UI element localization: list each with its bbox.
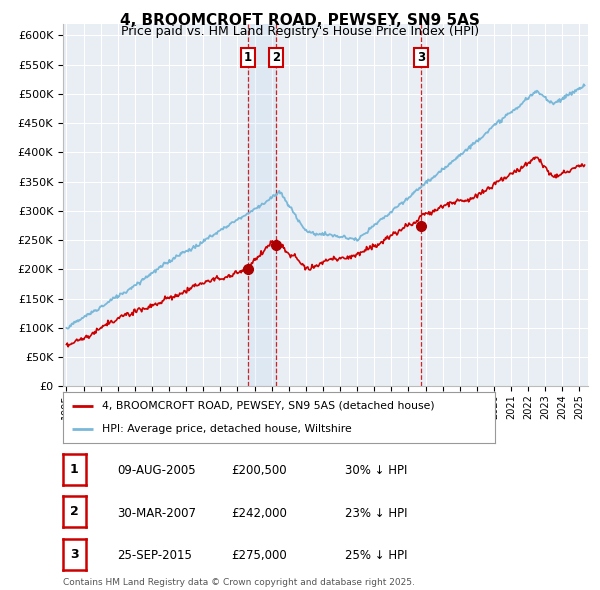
Text: 30-MAR-2007: 30-MAR-2007: [117, 507, 196, 520]
Text: 23% ↓ HPI: 23% ↓ HPI: [345, 507, 407, 520]
Text: 30% ↓ HPI: 30% ↓ HPI: [345, 464, 407, 477]
Text: 25-SEP-2015: 25-SEP-2015: [117, 549, 192, 562]
Text: £200,500: £200,500: [231, 464, 287, 477]
Text: 1: 1: [244, 51, 252, 64]
Text: Price paid vs. HM Land Registry's House Price Index (HPI): Price paid vs. HM Land Registry's House …: [121, 25, 479, 38]
Text: 4, BROOMCROFT ROAD, PEWSEY, SN9 5AS: 4, BROOMCROFT ROAD, PEWSEY, SN9 5AS: [120, 13, 480, 28]
Text: 3: 3: [70, 548, 79, 560]
Text: 3: 3: [417, 51, 425, 64]
Text: Contains HM Land Registry data © Crown copyright and database right 2025.: Contains HM Land Registry data © Crown c…: [63, 578, 415, 586]
Text: 2: 2: [70, 505, 79, 518]
Text: 09-AUG-2005: 09-AUG-2005: [117, 464, 196, 477]
Text: £275,000: £275,000: [231, 549, 287, 562]
Bar: [248, 24, 276, 386]
Text: HPI: Average price, detached house, Wiltshire: HPI: Average price, detached house, Wilt…: [102, 424, 352, 434]
Text: 25% ↓ HPI: 25% ↓ HPI: [345, 549, 407, 562]
Text: 1: 1: [70, 463, 79, 476]
Text: £242,000: £242,000: [231, 507, 287, 520]
Text: 4, BROOMCROFT ROAD, PEWSEY, SN9 5AS (detached house): 4, BROOMCROFT ROAD, PEWSEY, SN9 5AS (det…: [102, 401, 434, 411]
Text: 2: 2: [272, 51, 280, 64]
